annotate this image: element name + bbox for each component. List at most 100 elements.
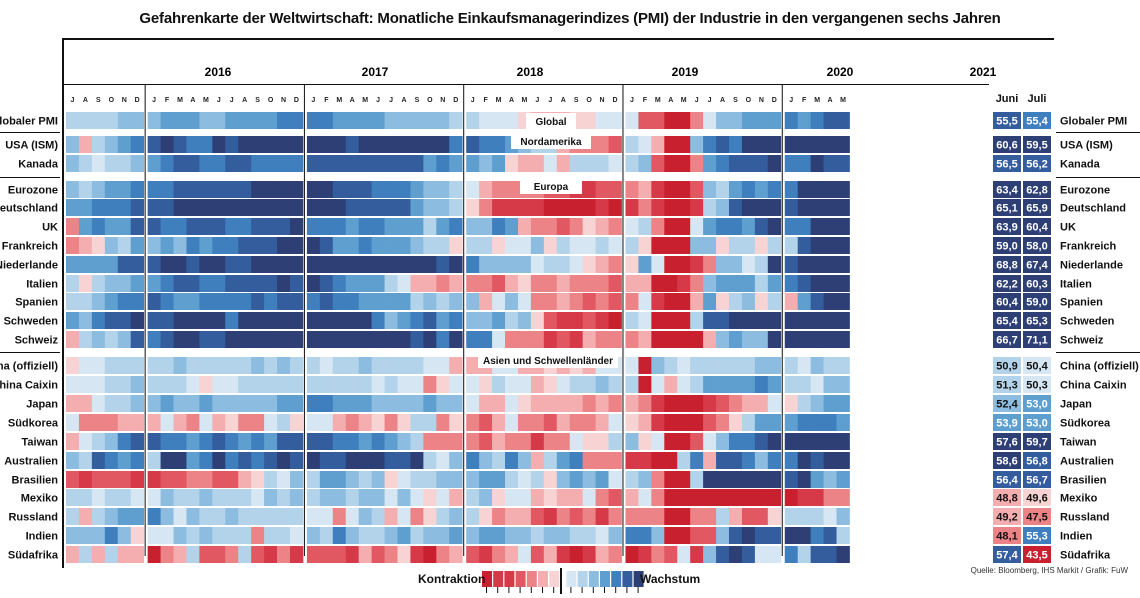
heat-cell	[595, 136, 609, 153]
heat-cell	[238, 275, 252, 292]
heat-cell	[810, 293, 824, 310]
heat-cell	[277, 256, 291, 273]
heat-cell	[784, 357, 799, 374]
heat-cell	[319, 181, 334, 198]
heat-cell	[225, 357, 239, 374]
value-cell-juli	[1023, 357, 1051, 374]
heat-cell	[517, 414, 532, 431]
heat-cell	[582, 181, 596, 198]
heat-cell	[651, 508, 665, 525]
heat-cell	[703, 112, 717, 129]
heat-cell	[479, 256, 493, 273]
heat-cell	[345, 331, 360, 348]
heat-cell	[595, 256, 609, 273]
heat-cell	[199, 452, 213, 469]
heat-cell	[358, 395, 373, 412]
heat-cell	[716, 293, 730, 310]
heat-cell	[277, 293, 291, 310]
heat-cell	[160, 527, 174, 544]
heat-cell	[716, 275, 730, 292]
heat-cell	[530, 312, 545, 329]
heat-cell	[160, 489, 174, 506]
heat-cell	[212, 357, 226, 374]
heat-cell	[345, 452, 360, 469]
value-cell-juli	[1023, 237, 1051, 254]
heat-cell	[479, 489, 493, 506]
heat-cell	[345, 136, 360, 153]
legend-swatch	[611, 571, 622, 587]
heat-cell	[810, 471, 824, 488]
heat-cell	[332, 376, 347, 393]
heat-cell	[186, 136, 200, 153]
heat-cell	[173, 155, 187, 172]
heat-cell	[264, 199, 278, 216]
heat-cell	[212, 155, 226, 172]
heat-cell	[384, 199, 398, 216]
heat-cell	[729, 546, 743, 563]
heat-cell	[104, 433, 119, 450]
heat-cell	[608, 546, 622, 563]
heat-cell	[91, 452, 106, 469]
heat-cell	[251, 376, 265, 393]
month-tick-label: M	[814, 97, 820, 104]
heat-cell	[664, 312, 678, 329]
row-label-right: Niederlande	[1060, 260, 1123, 272]
heat-cell	[492, 256, 506, 273]
heat-cell	[703, 199, 717, 216]
heat-cell	[466, 452, 480, 469]
value-cell-juni	[993, 489, 1021, 506]
heat-cell	[836, 527, 850, 544]
heat-cell	[677, 256, 691, 273]
value-cell-juli	[1023, 136, 1051, 153]
heat-cell	[371, 452, 385, 469]
heat-cell	[289, 112, 304, 129]
heat-cell	[784, 489, 799, 506]
heat-cell	[277, 508, 291, 525]
heat-cell	[397, 508, 411, 525]
heat-cell	[703, 395, 717, 412]
heat-cell	[638, 527, 652, 544]
legend-swatch	[549, 571, 560, 587]
heat-cell	[130, 136, 145, 153]
heat-cell	[823, 357, 837, 374]
heat-cell	[797, 331, 812, 348]
legend-tick	[570, 587, 572, 593]
row-label-right: Frankreich	[1060, 241, 1117, 253]
heat-cell	[358, 471, 373, 488]
heat-cell	[556, 471, 571, 488]
heat-cell	[716, 155, 730, 172]
heat-cell	[741, 155, 756, 172]
heat-cell	[423, 199, 437, 216]
heat-cell	[251, 433, 265, 450]
heat-cell	[569, 155, 584, 172]
heat-cell	[797, 414, 812, 431]
heat-cell	[306, 527, 321, 544]
heat-cell	[690, 112, 704, 129]
heat-cell	[690, 527, 704, 544]
heat-cell	[449, 331, 463, 348]
heat-cell	[449, 155, 463, 172]
legend-swatch	[633, 571, 644, 587]
heat-cell	[319, 256, 334, 273]
heat-cell	[160, 293, 174, 310]
heat-cell	[716, 546, 730, 563]
row-label-right: UK	[1060, 222, 1076, 234]
heat-cell	[212, 112, 226, 129]
heat-cell	[729, 275, 743, 292]
heat-cell	[264, 414, 278, 431]
legend-swatch	[515, 571, 526, 587]
header-juli: Juli	[1028, 93, 1047, 105]
heat-cell	[423, 527, 437, 544]
value-cell-juli	[1023, 275, 1051, 292]
heat-cell	[767, 112, 782, 129]
heat-cell	[466, 155, 480, 172]
heat-cell	[466, 275, 480, 292]
heat-cell	[582, 331, 596, 348]
heat-cell	[625, 414, 639, 431]
row-label-left: China Caixin	[0, 380, 58, 392]
heat-cell	[173, 489, 187, 506]
heat-cell	[449, 546, 463, 563]
heat-cell	[823, 527, 837, 544]
heat-cell	[664, 376, 678, 393]
heat-cell	[358, 452, 373, 469]
